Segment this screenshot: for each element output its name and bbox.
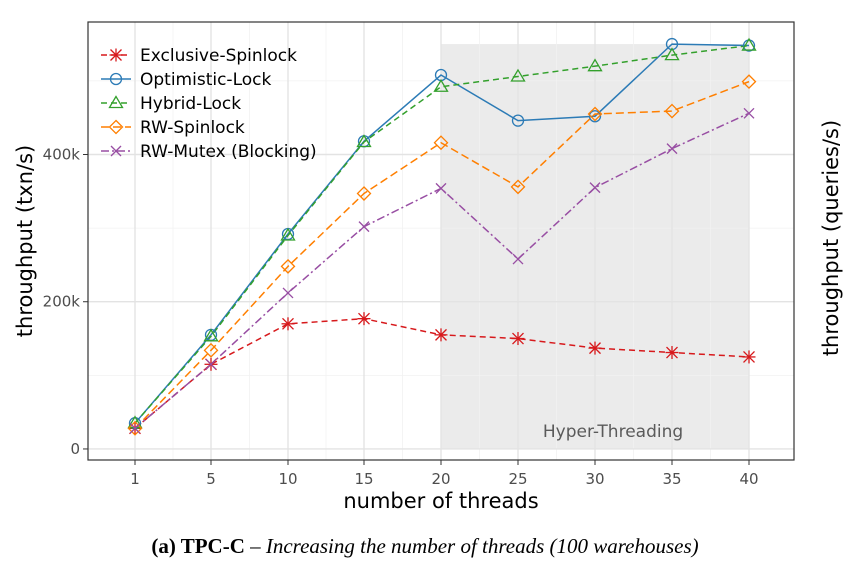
x-tick-label: 5 bbox=[206, 470, 216, 488]
figure-caption: (a) TPC-C – Increasing the number of thr… bbox=[0, 534, 850, 559]
legend-marker-exclusive-spinlock bbox=[109, 48, 123, 62]
caption-separator: – bbox=[244, 534, 266, 558]
data-point-rw-mutex-blocking bbox=[435, 182, 447, 194]
data-point-hybrid-lock bbox=[510, 68, 526, 82]
legend-label-rw-mutex-blocking: RW-Mutex (Blocking) bbox=[140, 142, 317, 162]
caption-label: (a) TPC-C bbox=[151, 534, 245, 558]
data-point-exclusive-spinlock bbox=[511, 332, 525, 346]
legend-label-exclusive-spinlock: Exclusive-Spinlock bbox=[140, 46, 297, 66]
data-point-hybrid-lock bbox=[356, 134, 372, 148]
x-tick-label: 1 bbox=[130, 470, 140, 488]
data-point-rw-mutex-blocking bbox=[589, 182, 601, 194]
x-tick-label: 40 bbox=[739, 470, 758, 488]
legend-label-hybrid-lock: Hybrid-Lock bbox=[140, 94, 241, 114]
data-point-hybrid-lock bbox=[433, 79, 449, 92]
data-point-hybrid-lock bbox=[587, 58, 603, 72]
x-tick-label: 15 bbox=[354, 470, 373, 488]
x-axis-title: number of threads bbox=[343, 489, 538, 513]
series-line-rw-spinlock bbox=[134, 80, 750, 429]
right-y-axis-title: throughput (queries/s) bbox=[819, 120, 843, 356]
x-tick-label: 25 bbox=[508, 470, 527, 488]
legend: Exclusive-Spinlock Optimistic-Lock Hybrid-… bbox=[101, 46, 317, 162]
data-point-hybrid-lock bbox=[741, 37, 757, 51]
data-point-rw-spinlock bbox=[127, 420, 143, 436]
series-line-hybrid-lock bbox=[134, 44, 750, 424]
data-point-rw-mutex-blocking bbox=[743, 107, 755, 119]
data-point-optimistic-lock bbox=[588, 110, 602, 123]
data-point-exclusive-spinlock bbox=[281, 317, 295, 331]
legend-label-optimistic-lock: Optimistic-Lock bbox=[140, 70, 271, 90]
series-line-optimistic-lock bbox=[134, 43, 750, 424]
y-tick-label: 400k bbox=[43, 146, 81, 164]
data-point-rw-spinlock bbox=[664, 103, 680, 119]
y-axis-title: throughput (txn/s) bbox=[13, 145, 37, 337]
data-point-rw-mutex-blocking bbox=[358, 221, 370, 233]
data-point-exclusive-spinlock bbox=[588, 341, 602, 355]
x-tick-label: 35 bbox=[662, 470, 681, 488]
data-point-rw-spinlock bbox=[741, 74, 757, 90]
data-point-exclusive-spinlock bbox=[665, 346, 679, 360]
data-point-hybrid-lock bbox=[664, 47, 680, 61]
data-point-optimistic-lock bbox=[511, 114, 525, 127]
data-point-rw-mutex-blocking bbox=[512, 253, 524, 265]
caption-text: Increasing the number of threads (100 wa… bbox=[265, 534, 699, 558]
data-point-rw-spinlock bbox=[356, 186, 372, 201]
x-tick-label: 10 bbox=[278, 470, 297, 488]
data-point-rw-mutex-blocking bbox=[282, 287, 294, 299]
data-point-rw-mutex-blocking bbox=[666, 143, 678, 155]
data-point-rw-spinlock bbox=[203, 342, 219, 358]
legend-marker-hybrid-lock bbox=[108, 95, 124, 109]
data-point-rw-mutex-blocking bbox=[205, 358, 217, 370]
data-point-hybrid-lock bbox=[280, 227, 296, 241]
data-point-exclusive-spinlock bbox=[434, 328, 448, 342]
data-point-hybrid-lock bbox=[203, 328, 219, 342]
y-tick-label: 200k bbox=[43, 293, 81, 311]
legend-marker-rw-spinlock bbox=[108, 119, 124, 135]
data-point-rw-mutex-blocking bbox=[129, 422, 141, 434]
y-tick-label: 0 bbox=[70, 440, 80, 458]
data-point-rw-spinlock bbox=[587, 106, 603, 122]
x-tick-label: 30 bbox=[585, 470, 604, 488]
legend-marker-rw-mutex-blocking bbox=[110, 145, 122, 157]
data-point-exclusive-spinlock bbox=[357, 312, 371, 326]
hyper-threading-label: Hyper-Threading bbox=[543, 422, 683, 442]
gridlines bbox=[88, 22, 794, 460]
data-point-rw-spinlock bbox=[280, 258, 296, 274]
x-tick-label: 20 bbox=[431, 470, 450, 488]
data-point-rw-spinlock bbox=[433, 135, 449, 151]
legend-label-rw-spinlock: RW-Spinlock bbox=[140, 118, 245, 138]
data-point-rw-spinlock bbox=[510, 179, 526, 195]
legend-marker-optimistic-lock bbox=[109, 72, 123, 86]
data-point-exclusive-spinlock bbox=[742, 350, 756, 364]
